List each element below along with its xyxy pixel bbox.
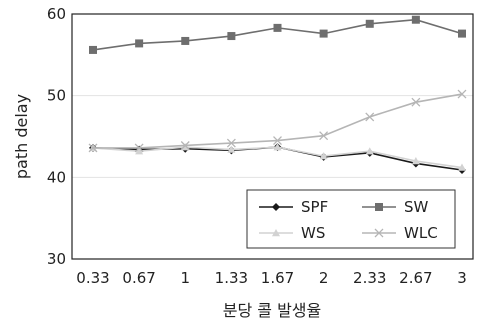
data-point — [458, 29, 466, 38]
data-point — [319, 131, 329, 141]
data-point — [272, 229, 280, 237]
data-point — [135, 39, 144, 48]
data-point — [226, 138, 236, 148]
x-tick-label: 2 — [319, 269, 329, 287]
y-tick-label: 40 — [47, 168, 66, 186]
x-tick-label: 0.33 — [76, 269, 109, 287]
x-tick-labels: 0.33 0.67 1 1.33 1.67 2 2.33 2.67 3 — [76, 269, 466, 287]
y-tick-label: 60 — [47, 5, 66, 23]
data-point — [374, 228, 384, 238]
y-axis-title: path delay — [12, 94, 31, 179]
y-tick-label: 50 — [47, 87, 66, 105]
x-tick-label: 1.67 — [261, 269, 294, 287]
data-point — [365, 112, 375, 122]
x-tick-label: 1 — [180, 269, 190, 287]
data-point — [375, 203, 383, 211]
y-tick-labels: 30 40 50 60 — [47, 5, 66, 268]
legend-label: WS — [301, 224, 325, 242]
data-point — [89, 45, 97, 54]
data-point — [365, 19, 374, 28]
x-tick-label: 1.33 — [215, 269, 248, 287]
legend: SPF SW WS WLC — [246, 189, 456, 249]
series-lines — [88, 15, 467, 174]
data-point — [365, 147, 374, 155]
data-point — [319, 29, 328, 38]
data-point — [457, 89, 467, 99]
data-point — [272, 203, 280, 211]
series-sw — [89, 15, 466, 54]
data-point — [134, 143, 144, 153]
plot-area-frame — [71, 13, 474, 260]
data-point — [411, 97, 421, 107]
legend-item-ws: WS — [259, 224, 325, 242]
data-point — [458, 163, 466, 171]
x-tick-label: 2.33 — [353, 269, 386, 287]
legend-label: SW — [404, 198, 429, 216]
x-tick-label: 2.67 — [399, 269, 432, 287]
data-point — [227, 32, 236, 41]
y-tick-label: 30 — [47, 250, 66, 268]
gridlines — [72, 95, 473, 178]
data-point — [180, 141, 190, 150]
legend-label: WLC — [404, 224, 438, 242]
data-point — [273, 23, 282, 32]
data-point — [319, 152, 328, 160]
data-point — [273, 136, 282, 146]
data-point — [411, 15, 420, 24]
data-point — [88, 143, 98, 153]
legend-item-sw: SW — [362, 198, 429, 216]
data-point — [181, 143, 190, 151]
data-point — [135, 147, 144, 155]
data-point — [227, 145, 236, 153]
data-point — [181, 36, 190, 45]
data-point — [273, 143, 282, 151]
x-tick-label: 3 — [457, 269, 467, 287]
legend-item-wlc: WLC — [362, 224, 438, 242]
data-point — [411, 157, 420, 165]
legend-label: SPF — [301, 198, 328, 216]
x-tick-label: 0.67 — [122, 269, 155, 287]
legend-box — [246, 189, 456, 249]
series-wlc — [88, 89, 467, 153]
x-axis-title: 분당 콜 발생율 — [223, 301, 322, 320]
legend-item-spf: SPF — [259, 198, 328, 216]
